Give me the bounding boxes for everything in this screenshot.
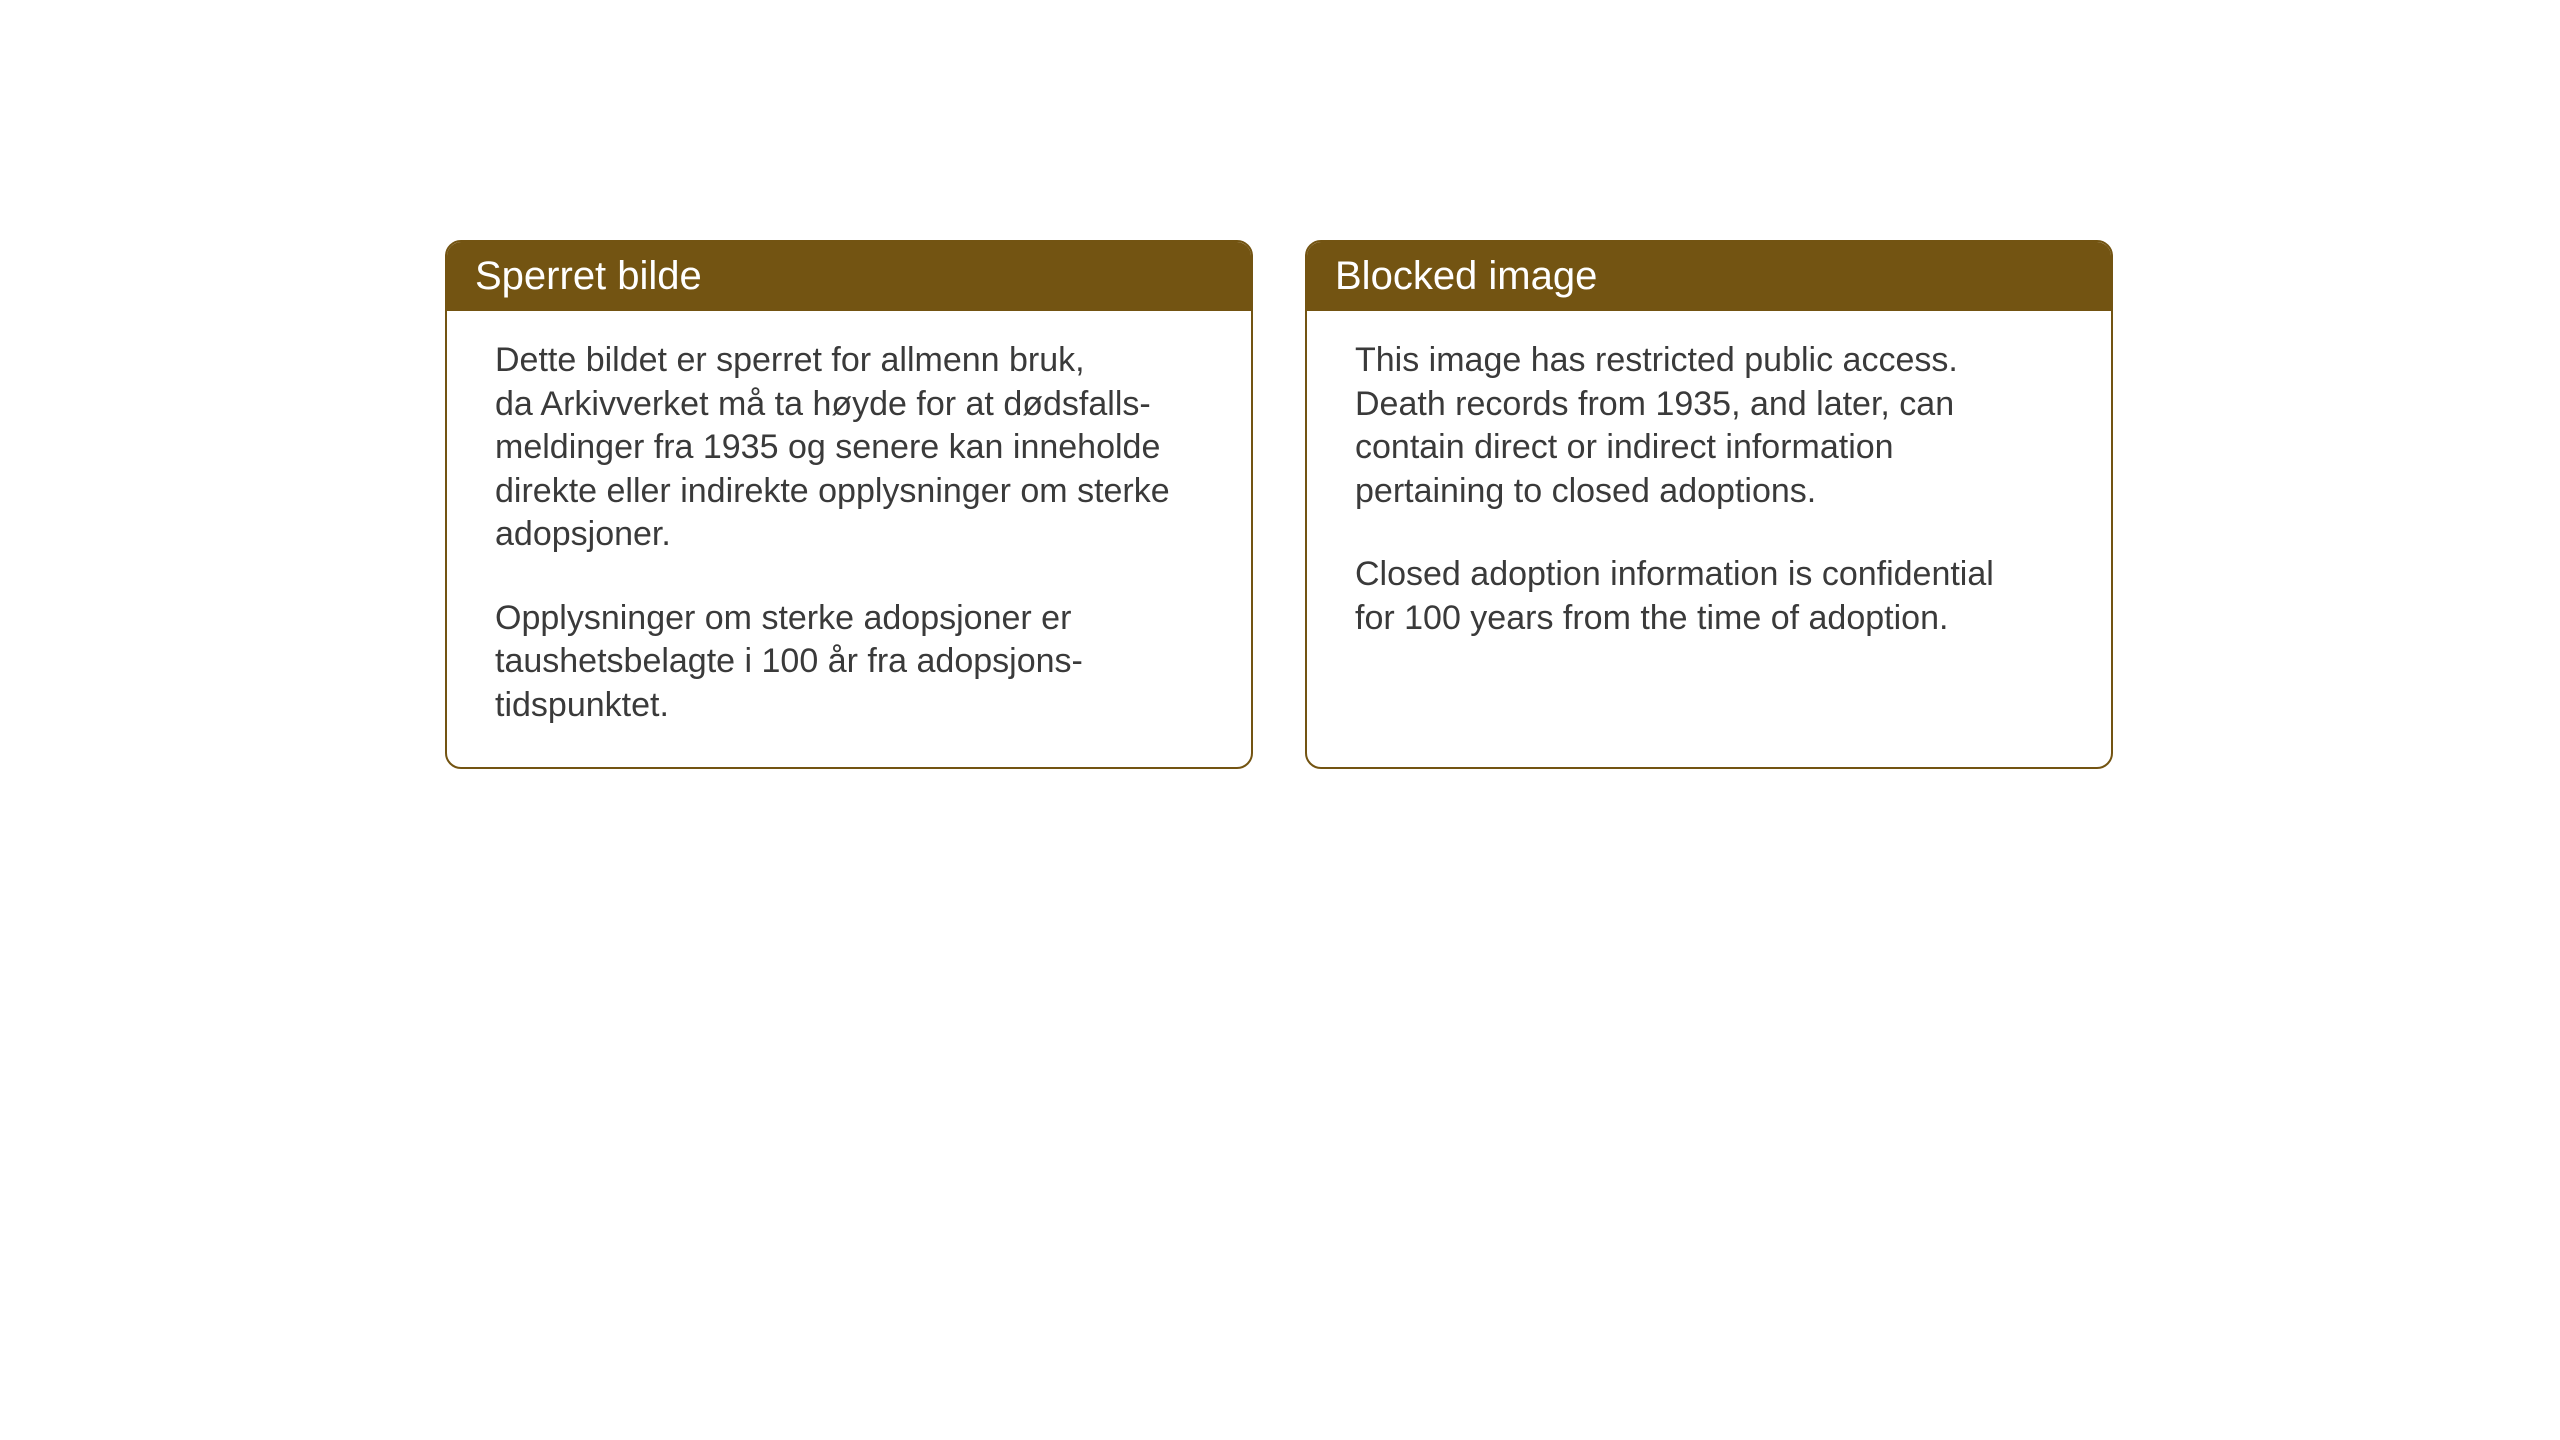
text-line: Dette bildet er sperret for allmenn bruk… (495, 341, 1085, 379)
notice-title-english: Blocked image (1335, 254, 1597, 298)
text-line: taushetsbelagte i 100 år fra adopsjons- (495, 642, 1083, 680)
text-line: meldinger fra 1935 og senere kan innehol… (495, 428, 1160, 466)
notice-paragraph-1-norwegian: Dette bildet er sperret for allmenn bruk… (495, 339, 1203, 557)
text-line: Closed adoption information is confident… (1355, 555, 1994, 593)
notice-body-english: This image has restricted public access.… (1307, 311, 2111, 680)
notice-card-norwegian: Sperret bilde Dette bildet er sperret fo… (445, 240, 1253, 769)
text-line: Opplysninger om sterke adopsjoner er (495, 599, 1071, 637)
text-line: This image has restricted public access. (1355, 341, 1958, 379)
text-line: Death records from 1935, and later, can (1355, 385, 1954, 423)
text-line: adopsjoner. (495, 515, 671, 553)
notice-paragraph-2-english: Closed adoption information is confident… (1355, 553, 2063, 640)
text-line: contain direct or indirect information (1355, 428, 1894, 466)
notice-paragraph-2-norwegian: Opplysninger om sterke adopsjoner er tau… (495, 597, 1203, 728)
text-line: pertaining to closed adoptions. (1355, 472, 1816, 510)
text-line: for 100 years from the time of adoption. (1355, 599, 1948, 637)
notice-card-english: Blocked image This image has restricted … (1305, 240, 2113, 769)
notice-header-norwegian: Sperret bilde (447, 242, 1251, 311)
notice-container: Sperret bilde Dette bildet er sperret fo… (445, 240, 2113, 769)
notice-title-norwegian: Sperret bilde (475, 254, 702, 298)
text-line: direkte eller indirekte opplysninger om … (495, 472, 1170, 510)
text-line: da Arkivverket må ta høyde for at dødsfa… (495, 385, 1151, 423)
notice-paragraph-1-english: This image has restricted public access.… (1355, 339, 2063, 513)
notice-body-norwegian: Dette bildet er sperret for allmenn bruk… (447, 311, 1251, 767)
notice-header-english: Blocked image (1307, 242, 2111, 311)
text-line: tidspunktet. (495, 686, 669, 724)
